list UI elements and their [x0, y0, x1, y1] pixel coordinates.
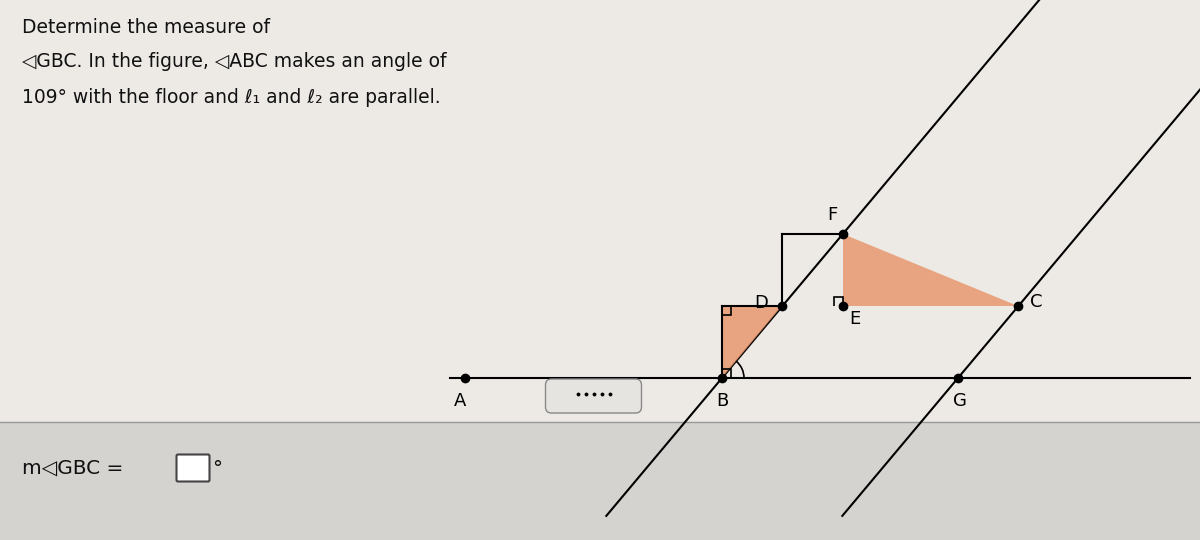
Polygon shape — [842, 234, 1019, 306]
Text: G: G — [953, 392, 967, 410]
Text: A: A — [454, 392, 466, 410]
Text: m◁GBC =: m◁GBC = — [22, 458, 124, 477]
Text: Determine the measure of: Determine the measure of — [22, 18, 270, 37]
Bar — [0, 422, 1200, 540]
Text: °: ° — [212, 458, 222, 477]
Text: C: C — [1031, 293, 1043, 311]
Text: E: E — [848, 310, 860, 328]
FancyBboxPatch shape — [546, 379, 642, 413]
FancyBboxPatch shape — [176, 455, 210, 482]
Polygon shape — [722, 306, 782, 378]
Text: F: F — [828, 206, 838, 224]
Text: B: B — [716, 392, 728, 410]
Text: ◁GBC. In the figure, ◁ABC makes an angle of: ◁GBC. In the figure, ◁ABC makes an angle… — [22, 52, 446, 71]
Text: 109° with the floor and ℓ₁ and ℓ₂ are parallel.: 109° with the floor and ℓ₁ and ℓ₂ are pa… — [22, 88, 440, 107]
Bar — [0, 0, 1200, 422]
Text: D: D — [755, 294, 768, 312]
